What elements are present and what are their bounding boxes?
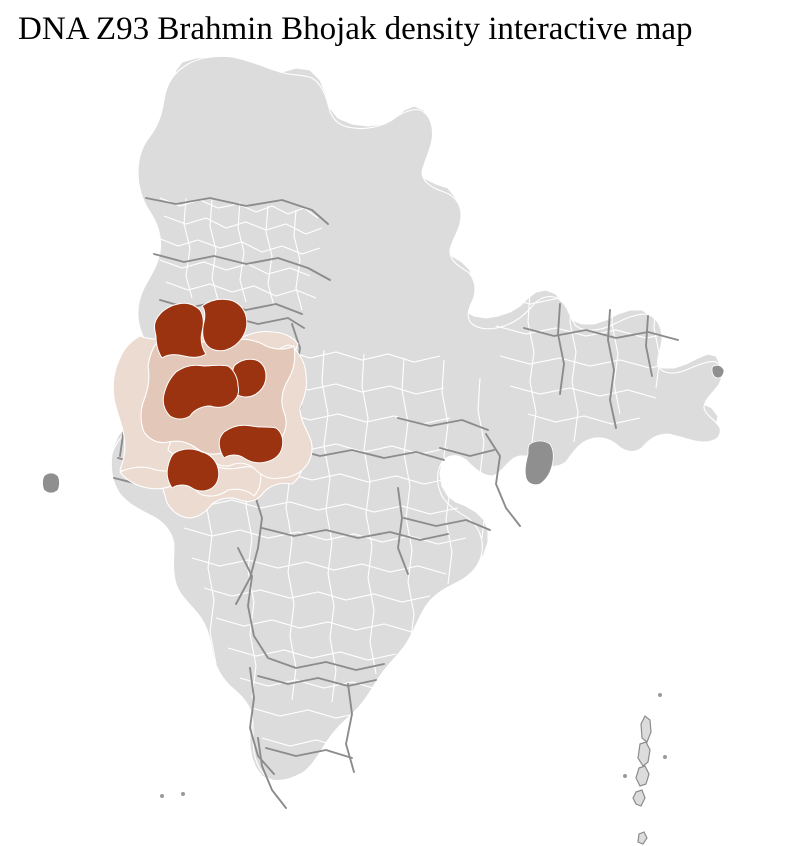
state-border-mp-north: [289, 447, 445, 461]
state-border-bengal: [485, 433, 521, 527]
state-border-tamilnadu: [265, 747, 353, 759]
district-cv8: [477, 377, 487, 539]
island-dot-1: [658, 693, 662, 697]
other-marked-layer: [42, 364, 725, 494]
island-dot-2: [663, 755, 667, 759]
state-border-bihar-up: [397, 417, 489, 431]
lakshadweep-islands[interactable]: [160, 792, 185, 846]
district-v3: [237, 201, 247, 303]
district-lines-north-4: [159, 259, 311, 277]
district-ratlam-ujjain[interactable]: [218, 424, 284, 464]
district-cv6: [401, 357, 415, 647]
india-outline-detail[interactable]: [110, 55, 723, 782]
district-sundarbans[interactable]: [524, 440, 554, 486]
island-car-nicobar: [637, 831, 648, 845]
district-lines-center-7: [183, 527, 467, 545]
island-south-andaman: [635, 765, 650, 787]
district-nev4: [653, 297, 661, 389]
state-border-jharkhand: [439, 447, 495, 457]
district-lines-center-8: [191, 557, 447, 575]
district-lines-center-6: [175, 497, 459, 515]
district-ne-tip[interactable]: [711, 364, 725, 379]
state-border-odisha: [403, 517, 491, 531]
state-border-kerala: [257, 737, 287, 809]
landmass-detail-layer: [110, 55, 723, 782]
map-canvas[interactable]: [0, 48, 811, 846]
state-border-ne-3: [645, 315, 653, 377]
state-border-assam: [523, 327, 679, 341]
district-v1: [183, 197, 193, 299]
state-border-mp-south: [261, 527, 449, 541]
district-ganganagar[interactable]: [154, 302, 207, 359]
district-hanumangarh[interactable]: [201, 298, 248, 352]
district-nev1: [527, 291, 537, 443]
district-lines-center-10: [215, 617, 413, 633]
state-border-kashmir: [145, 197, 329, 225]
district-cv4: [321, 349, 337, 703]
district-lines-ne-1: [499, 295, 707, 311]
district-banaskantha-sabarkantha[interactable]: [166, 448, 220, 492]
island-north-andaman: [640, 715, 652, 743]
district-kutch-tip[interactable]: [42, 472, 60, 494]
andaman-nicobar-islands[interactable]: [623, 693, 667, 846]
state-border-ne-2: [607, 309, 617, 429]
district-lines-ne-5: [527, 413, 641, 425]
district-lines-center-14: [261, 737, 345, 749]
island-little-andaman: [632, 789, 646, 807]
district-lines-center-13: [251, 707, 365, 719]
district-lines-ne-4: [509, 385, 657, 399]
state-border-maharashtra: [237, 547, 385, 671]
district-cv5: [361, 353, 377, 675]
state-border-himachal-punjab: [153, 253, 331, 281]
district-v4: [265, 205, 275, 307]
district-lines-center-11: [227, 647, 397, 661]
lakshadweep-dot-1: [160, 794, 164, 798]
district-nagaur[interactable]: [162, 364, 239, 420]
district-nev3: [611, 293, 621, 415]
lakshadweep-dot-2: [181, 792, 185, 796]
state-border-ne-1: [557, 303, 565, 395]
district-v2: [209, 199, 219, 301]
highlight-high-layer: [154, 298, 284, 492]
page-title: DNA Z93 Brahmin Bhojak density interacti…: [18, 11, 693, 47]
island-middle-andaman: [637, 741, 651, 767]
india-choropleth-svg[interactable]: [0, 48, 811, 846]
district-lines-north-2: [163, 215, 323, 235]
district-nev2: [569, 291, 579, 443]
district-lines-ne-2: [495, 325, 703, 341]
state-border-chhattisgarh: [397, 487, 409, 575]
state-border-karnataka-east: [257, 675, 377, 687]
district-cv7: [441, 359, 453, 585]
district-v5: [293, 209, 303, 311]
island-dot-3: [623, 774, 627, 778]
state-border-karnataka: [249, 667, 275, 775]
